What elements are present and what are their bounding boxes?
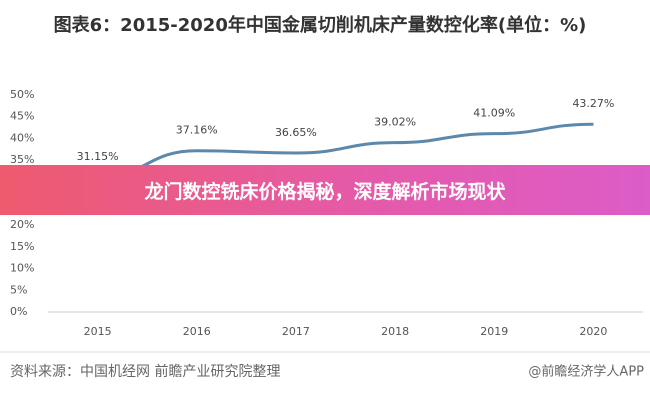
line [97,122,594,179]
x-tick-label: 2015 [84,325,112,338]
y-tick-label: 10% [10,262,34,275]
x-tick-label: 2016 [183,325,211,338]
y-tick-label: 20% [10,218,34,231]
data-label: 37.16% [176,124,218,137]
y-tick-label: 35% [10,153,34,166]
watermark: @前瞻经济学人APP [528,364,644,380]
data-label: 36.65% [275,126,317,139]
data-label: 41.09% [473,107,515,120]
data-label: 31.15% [77,150,119,163]
data-label: 43.27% [572,97,614,110]
x-tick-label: 2020 [579,325,607,338]
y-tick-label: 50% [10,88,34,101]
y-tick-label: 45% [10,110,34,123]
data-label: 39.02% [374,116,416,129]
y-tick-label: 40% [10,131,34,144]
banner: 龙门数控铣床价格揭秘，深度解析市场现状 [0,165,650,215]
x-tick-label: 2017 [282,325,310,338]
chart-title: 图表6：2015-2020年中国金属切削机床产量数控化率(单位：%) [53,15,587,36]
x-tick-label: 2018 [381,325,409,338]
source: 资料来源：中国机经网 前瞻产业研究院整理 [10,363,280,380]
y-tick-label: 0% [10,305,27,318]
x-tick-label: 2019 [480,325,508,338]
y-tick-label: 5% [10,283,27,296]
y-tick-label: 15% [10,240,34,253]
